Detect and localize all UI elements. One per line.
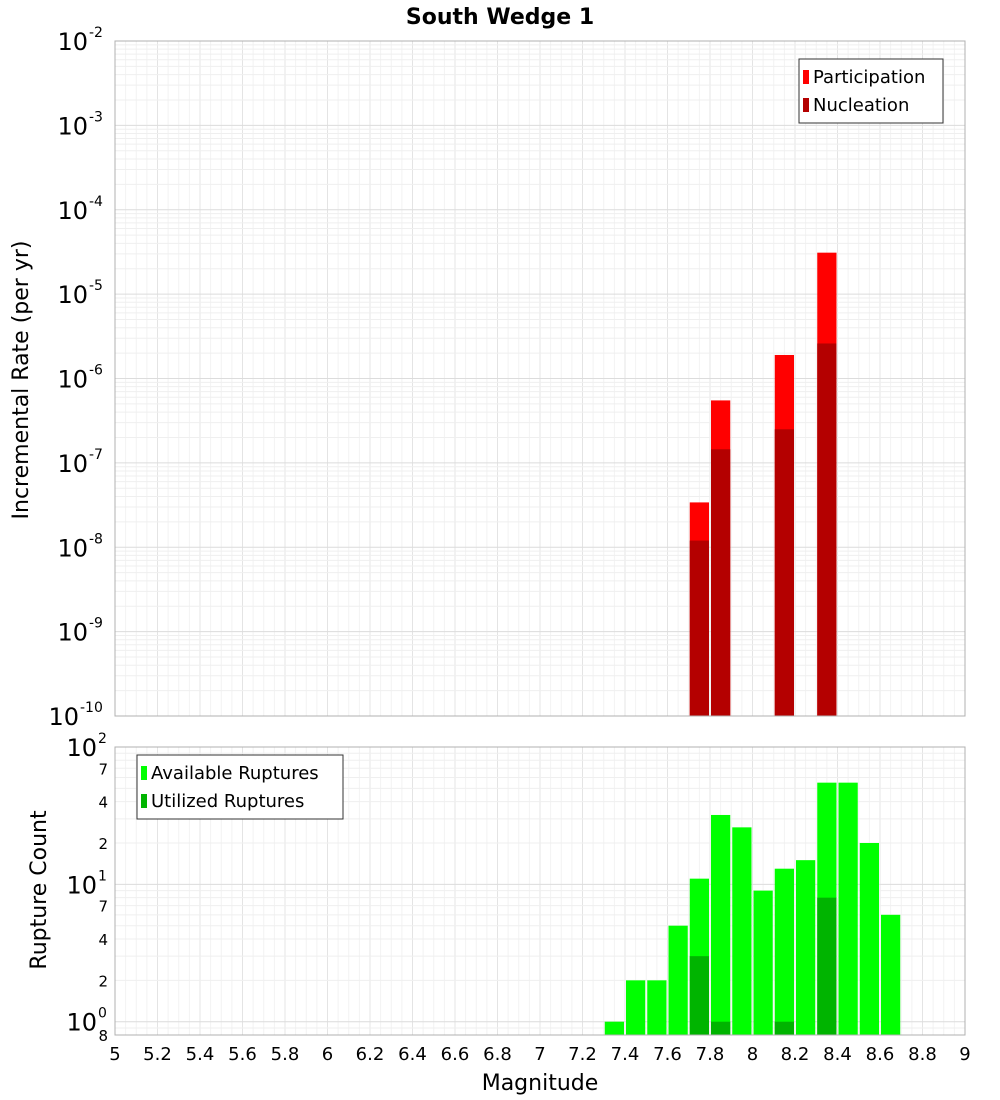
bar-available-ruptures xyxy=(626,980,646,1035)
bar-available-ruptures xyxy=(774,868,794,1035)
y-minor-tick-label: 2 xyxy=(98,835,108,853)
x-tick-label: 6.2 xyxy=(356,1044,385,1065)
bar-available-ruptures xyxy=(838,782,858,1035)
legend-swatch xyxy=(141,794,147,808)
bar-nucleation xyxy=(774,429,794,716)
count-y-axis-label: Rupture Count xyxy=(27,810,52,970)
bar-available-ruptures xyxy=(796,860,816,1035)
y-tick-exponent: -7 xyxy=(89,447,103,463)
x-ticks: 5 5.2 5.4 5.6 5.8 6 6.2 6.4 6.6 6.8 7 7.2 7.4 7.6 7.8 8… xyxy=(109,1044,970,1065)
y-tick-label: 10 xyxy=(66,1009,97,1037)
bar-utilized-ruptures xyxy=(711,1021,731,1035)
y-tick-exponent: -8 xyxy=(89,531,103,547)
y-tick-exponent: 2 xyxy=(98,731,107,747)
x-tick-label: 5.8 xyxy=(271,1044,300,1065)
chart-title: South Wedge 1 xyxy=(406,5,594,30)
y-minor-tick-label: 7 xyxy=(98,898,108,916)
bar-available-ruptures xyxy=(753,890,773,1035)
x-tick-label: 6.4 xyxy=(398,1044,427,1065)
bar-available-ruptures xyxy=(604,1021,624,1035)
x-tick-label: 9 xyxy=(959,1044,970,1065)
y-tick-exponent: -2 xyxy=(89,25,103,41)
y-tick-label: 10 xyxy=(57,534,88,562)
x-tick-label: 7 xyxy=(534,1044,545,1065)
y-tick-exponent: -10 xyxy=(80,700,103,716)
legend-swatch xyxy=(803,70,809,84)
bar-available-ruptures xyxy=(732,827,752,1035)
x-tick-label: 8.4 xyxy=(823,1044,852,1065)
y-tick-label: 10 xyxy=(57,112,88,140)
x-tick-label: 8 xyxy=(747,1044,758,1065)
y-minor-tick-label: 4 xyxy=(98,794,108,812)
legend-entry: Available Ruptures xyxy=(151,763,319,784)
count-bars xyxy=(604,782,901,1035)
bar-utilized-ruptures xyxy=(817,897,837,1035)
y-tick-label: 10 xyxy=(48,703,79,731)
rate-plot-border xyxy=(114,40,966,717)
y-tick-label: 10 xyxy=(57,281,88,309)
bar-available-ruptures xyxy=(647,980,667,1035)
y-tick-exponent: -9 xyxy=(89,616,103,632)
bar-nucleation xyxy=(817,343,837,716)
legend-swatch xyxy=(141,766,147,780)
y-tick-label: 10 xyxy=(66,734,97,762)
y-minor-tick-label: 8 xyxy=(98,1027,108,1045)
x-tick-label: 7.2 xyxy=(568,1044,597,1065)
x-tick-label: 7.6 xyxy=(653,1044,682,1065)
x-tick-label: 5.2 xyxy=(143,1044,172,1065)
x-axis-label: Magnitude xyxy=(482,1071,599,1096)
y-tick-label: 10 xyxy=(57,197,88,225)
y-tick-exponent: -3 xyxy=(89,109,103,125)
y-tick-label: 10 xyxy=(57,619,88,647)
legend-box xyxy=(798,58,944,124)
y-minor-tick-label: 7 xyxy=(98,760,108,778)
y-tick-exponent: 1 xyxy=(98,868,107,884)
x-tick-label: 8.6 xyxy=(866,1044,895,1065)
y-tick-label: 10 xyxy=(57,366,88,394)
count-plot-border xyxy=(114,746,966,1036)
rate-legend: Participation Nucleation xyxy=(798,58,944,124)
y-minor-tick-label: 4 xyxy=(98,931,108,949)
y-tick-exponent: 0 xyxy=(98,1006,107,1022)
x-tick-label: 6 xyxy=(322,1044,333,1065)
x-tick-label: 7.8 xyxy=(696,1044,725,1065)
x-tick-label: 5 xyxy=(109,1044,120,1065)
legend-entry: Participation xyxy=(813,67,925,88)
rate-grid xyxy=(114,40,966,717)
legend-entry: Nucleation xyxy=(813,95,909,116)
bar-utilized-ruptures xyxy=(689,956,709,1035)
bar-available-ruptures xyxy=(711,814,731,1035)
y-tick-label: 10 xyxy=(57,450,88,478)
x-tick-label: 5.6 xyxy=(228,1044,257,1065)
bar-available-ruptures xyxy=(881,914,901,1035)
count-legend: Available Ruptures Utilized Ruptures xyxy=(136,754,344,820)
y-tick-exponent: -4 xyxy=(89,194,103,210)
x-tick-label: 5.4 xyxy=(186,1044,215,1065)
legend-box xyxy=(136,754,344,820)
bar-available-ruptures xyxy=(668,925,688,1035)
y-tick-exponent: -5 xyxy=(89,278,103,294)
bar-utilized-ruptures xyxy=(774,1021,794,1035)
x-tick-label: 7.4 xyxy=(611,1044,640,1065)
x-tick-label: 6.8 xyxy=(483,1044,512,1065)
rate-bars xyxy=(689,252,837,716)
x-tick-label: 8.8 xyxy=(908,1044,937,1065)
bar-available-ruptures xyxy=(859,843,879,1035)
y-tick-label: 10 xyxy=(66,871,97,899)
y-minor-tick-label: 2 xyxy=(98,972,108,990)
bar-nucleation xyxy=(689,540,709,716)
rate-y-axis-label: Incremental Rate (per yr) xyxy=(9,241,34,520)
y-tick-exponent: -6 xyxy=(89,363,103,379)
legend-swatch xyxy=(803,98,809,112)
legend-entry: Utilized Ruptures xyxy=(151,791,304,812)
bar-nucleation xyxy=(711,449,731,716)
x-tick-label: 6.6 xyxy=(441,1044,470,1065)
x-tick-label: 8.2 xyxy=(781,1044,810,1065)
y-tick-label: 10 xyxy=(57,28,88,56)
